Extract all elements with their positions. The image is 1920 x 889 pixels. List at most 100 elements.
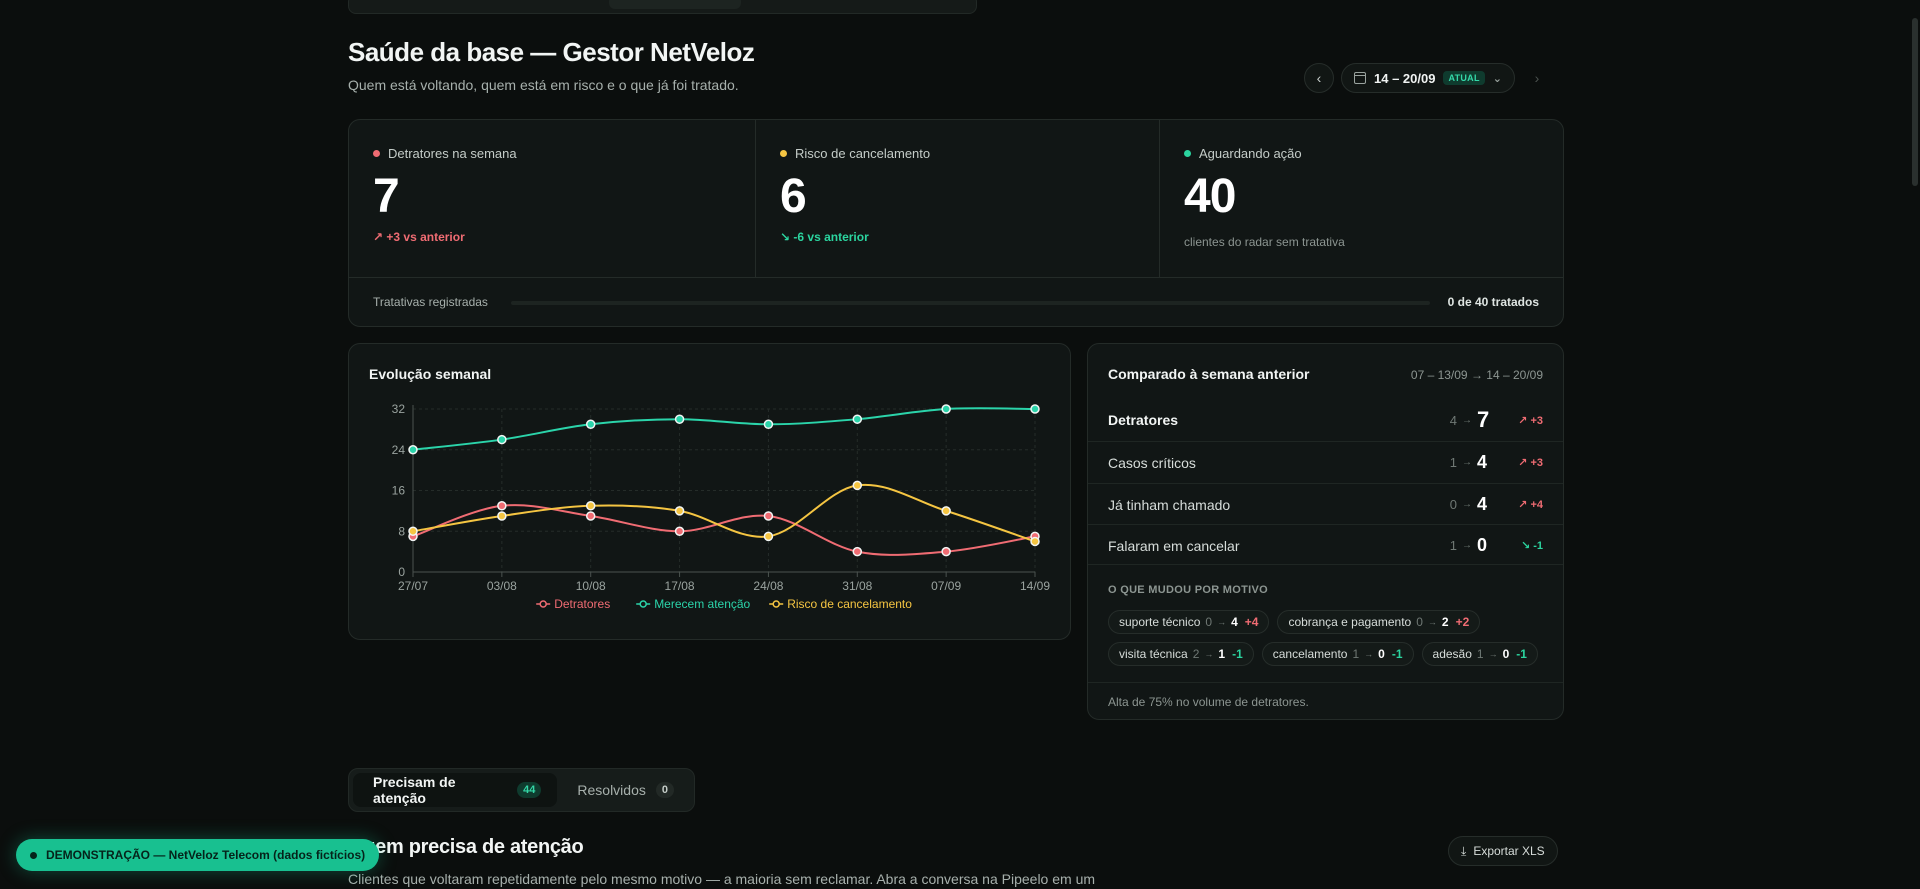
y-tick-label: 16 xyxy=(392,484,406,498)
motivo-chips: suporte técnico 0 → 4 +4 cobrança e pagament… xyxy=(1108,610,1548,666)
row-new-value: 7 xyxy=(1477,407,1490,432)
y-tick-label: 8 xyxy=(398,524,405,538)
kpi-delta: ↗ +3 vs anterior xyxy=(373,230,465,244)
row-new-value: 4 xyxy=(1477,452,1488,472)
y-tick-label: 24 xyxy=(392,443,406,457)
chevron-left-icon: ‹ xyxy=(1316,70,1322,86)
week-select[interactable]: 14 – 20/09 ATUAL ⌄ xyxy=(1341,63,1515,93)
status-dot xyxy=(1184,150,1191,157)
kpi-card: Detratores na semana 7 ↗ +3 vs anterior … xyxy=(348,119,1564,327)
data-point xyxy=(674,414,685,424)
page-title: Saúde da base — Gestor NetVeloz xyxy=(348,37,755,67)
row-delta: ↘ -1 xyxy=(1520,540,1543,552)
kpi-label: Risco de cancelamento xyxy=(795,146,931,161)
x-tick-label: 03/08 xyxy=(487,579,517,593)
trend-up-icon: ↗ xyxy=(1518,457,1531,469)
kpi-value: 7 xyxy=(373,170,400,223)
status-dot xyxy=(373,150,380,157)
x-tick-label: 31/08 xyxy=(842,579,872,593)
kpi-risco: Risco de cancelamento 6 ↘ -6 vs anterior xyxy=(755,120,1159,277)
tab-count-badge: 0 xyxy=(655,782,674,798)
motivo-chip: cancelamento 1 → 0 -1 xyxy=(1261,642,1414,666)
kpi-value: 40 xyxy=(1184,170,1236,223)
trend-up-icon: ↗ xyxy=(1518,499,1531,511)
kpi-value: 6 xyxy=(780,170,807,223)
row-label: Falaram em cancelar xyxy=(1108,537,1240,554)
legend-marker xyxy=(539,600,547,608)
motivo-chip: cobrança e pagamento 0 → 2 +2 xyxy=(1277,610,1481,634)
divider xyxy=(1088,682,1563,683)
arrow-right-icon: → xyxy=(1204,649,1214,659)
status-dot xyxy=(30,851,37,859)
comparison-footer: Alta de 75% no volume de detratores. xyxy=(1108,695,1309,709)
x-tick-label: 14/09 xyxy=(1020,579,1050,593)
line-chart: 0 8 16 24 32 27/07 03/08 10/08 17/08 24/08 31/08 07… xyxy=(392,402,1051,611)
row-new-value: 4 xyxy=(1477,494,1488,514)
motivo-chip: suporte técnico 0 → 4 +4 xyxy=(1108,610,1270,634)
comparison-row: Detratores 4 → 7 ↗ +3 xyxy=(1088,399,1563,441)
next-week-button[interactable]: › xyxy=(1522,63,1552,93)
y-tick-label: 0 xyxy=(398,565,405,579)
row-label: Já tinham chamado xyxy=(1108,496,1231,513)
chevron-right-icon: › xyxy=(1534,70,1540,86)
arrow-right-icon: → xyxy=(1462,540,1472,551)
data-point xyxy=(852,546,863,557)
data-point xyxy=(763,511,774,521)
kpi-detratores: Detratores na semana 7 ↗ +3 vs anterior xyxy=(349,120,755,277)
data-point xyxy=(408,526,418,536)
series-line xyxy=(412,407,1036,451)
motivo-chip: adesão 1 → 0 -1 xyxy=(1421,642,1538,666)
tab-count-badge: 44 xyxy=(517,782,542,798)
scrollbar-thumb[interactable] xyxy=(1912,18,1918,186)
calendar-icon xyxy=(1354,72,1366,84)
legend-marker xyxy=(639,600,647,608)
series-line xyxy=(412,504,1036,556)
previous-week-button[interactable]: ‹ xyxy=(1304,63,1334,93)
motivo-chip: visita técnica 2 → 1 -1 xyxy=(1108,642,1254,666)
y-tick-label: 32 xyxy=(392,402,406,416)
row-label: Detratores xyxy=(1108,412,1179,428)
x-tick-label: 10/08 xyxy=(576,579,606,593)
data-point xyxy=(1030,536,1040,547)
row-old-value: 1 xyxy=(1449,455,1457,470)
kpi-note: clientes do radar sem tratativa xyxy=(1184,235,1345,249)
tabs: Precisam de atenção 44 Resolvidos 0 xyxy=(348,768,695,812)
data-point xyxy=(674,506,685,516)
data-point xyxy=(941,506,951,516)
current-week-badge: ATUAL xyxy=(1443,71,1485,85)
scrollbar[interactable] xyxy=(1910,0,1920,889)
comparison-range: 07 – 13/09 → 14 – 20/09 xyxy=(1410,368,1543,382)
data-point xyxy=(763,419,774,430)
kpi-label: Detratores na semana xyxy=(388,146,517,161)
progress-count: 0 de 40 tratados xyxy=(1447,295,1539,309)
data-point xyxy=(1030,404,1040,414)
data-point xyxy=(497,434,507,445)
divider xyxy=(349,277,1563,278)
section-subtitle: Clientes que voltaram repetidamente pelo… xyxy=(348,871,1096,887)
arrow-right-icon: → xyxy=(1462,499,1472,510)
row-delta: ↗ +3 xyxy=(1518,414,1543,427)
trend-down-icon: ↘ xyxy=(780,230,794,244)
arrow-right-icon: → xyxy=(1364,649,1374,659)
download-icon: ⤓ xyxy=(1461,843,1467,858)
page-subtitle: Quem está voltando, quem está em risco e… xyxy=(348,77,739,93)
chart-title: Evolução semanal xyxy=(369,366,492,382)
x-tick-label: 07/09 xyxy=(931,579,961,593)
legend-label: Detratores xyxy=(554,597,610,611)
tab-precisam-de-atencao[interactable]: Precisam de atenção 44 xyxy=(353,773,558,807)
tab-resolvidos[interactable]: Resolvidos 0 xyxy=(561,773,690,807)
row-old-value: 4 xyxy=(1449,412,1457,428)
x-tick-label: 24/08 xyxy=(753,579,783,593)
progress-bar xyxy=(511,301,1430,305)
week-range: 14 – 20/09 xyxy=(1374,70,1436,86)
trend-down-icon: ↘ xyxy=(1520,540,1534,552)
top-toolbar-stub xyxy=(348,0,977,14)
divider xyxy=(1088,564,1563,565)
kpi-delta: ↘ -6 vs anterior xyxy=(780,230,869,244)
progress-label: Tratativas registradas xyxy=(373,295,488,309)
series-line xyxy=(412,483,1036,543)
data-point xyxy=(497,511,507,521)
chevron-down-icon: ⌄ xyxy=(1492,72,1502,85)
trend-up-icon: ↗ xyxy=(373,230,387,244)
export-xls-button[interactable]: ⤓ Exportar XLS xyxy=(1448,836,1558,866)
